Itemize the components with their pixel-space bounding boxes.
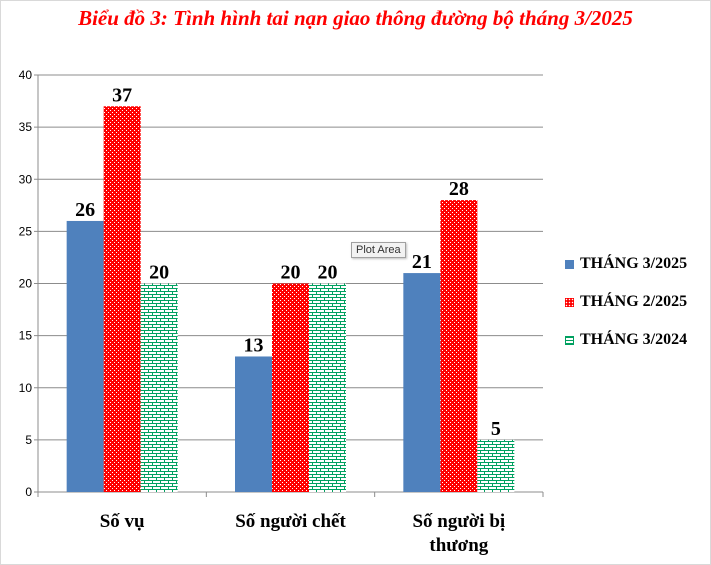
legend: THÁNG 3/2025 THÁNG 2/2025 THÁNG 3/2024 <box>565 245 687 359</box>
y-tick-label: 15 <box>19 329 33 343</box>
x-tick-label: Số người chết <box>235 511 346 532</box>
data-label: 20 <box>281 262 301 284</box>
y-tick-label: 40 <box>19 68 33 82</box>
data-label: 28 <box>449 178 469 200</box>
legend-item: THÁNG 3/2025 <box>565 245 687 283</box>
legend-label: THÁNG 3/2025 <box>580 255 688 272</box>
y-tick-label: 25 <box>19 224 33 238</box>
y-tick-label: 10 <box>19 381 33 395</box>
plot-area-tooltip: Plot Area <box>351 242 406 258</box>
bar <box>309 283 346 492</box>
legend-label: THÁNG 2/2025 <box>580 293 688 310</box>
x-tick-label: Số vụ <box>100 511 145 532</box>
data-label: 21 <box>412 251 432 273</box>
bar <box>140 283 178 492</box>
chart-title: Biểu đồ 3: Tình hình tai nạn giao thông … <box>78 6 633 30</box>
data-label: 20 <box>318 262 338 284</box>
y-tick-label: 20 <box>19 277 33 291</box>
legend-swatch <box>565 297 574 307</box>
legend-swatch <box>565 335 574 345</box>
data-label: 20 <box>149 262 169 284</box>
legend-swatch <box>565 259 574 269</box>
bar <box>440 200 478 492</box>
data-label: 5 <box>491 418 501 440</box>
bar <box>272 283 309 492</box>
legend-item: THÁNG 3/2024 <box>565 321 687 359</box>
bar <box>477 439 515 492</box>
bar <box>235 356 272 492</box>
data-label: 26 <box>75 199 95 221</box>
legend-label: THÁNG 3/2024 <box>580 331 688 348</box>
x-tick-label: Số người bị thương <box>412 511 505 556</box>
y-tick-label: 30 <box>19 172 33 186</box>
legend-item: THÁNG 2/2025 <box>565 283 687 321</box>
data-label: 13 <box>244 334 264 356</box>
data-label: 37 <box>112 84 132 106</box>
y-tick-label: 5 <box>25 433 32 447</box>
bar <box>103 106 141 493</box>
bar <box>403 273 441 492</box>
bar <box>66 220 104 492</box>
y-tick-label: 35 <box>19 120 33 134</box>
y-tick-label: 0 <box>25 485 32 499</box>
